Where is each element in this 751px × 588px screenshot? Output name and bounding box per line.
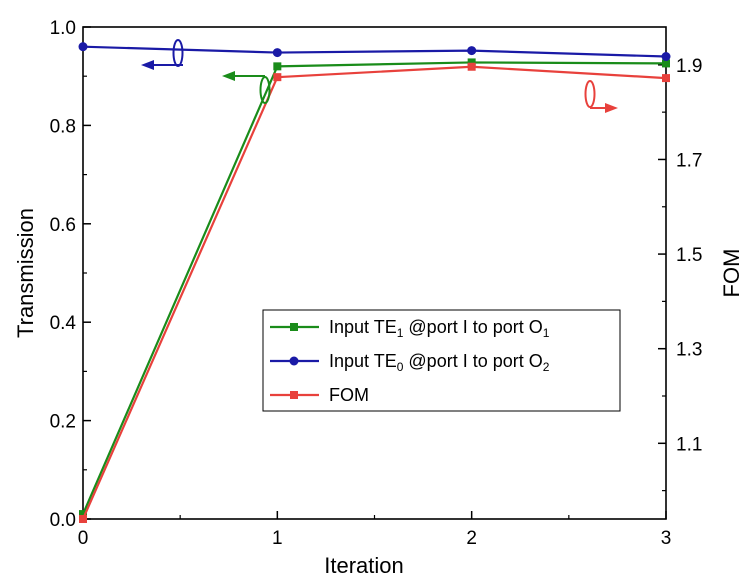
legend-marker (289, 356, 299, 366)
legend-box (262, 309, 621, 412)
y-axis-title: Transmission (13, 208, 38, 338)
data-point (662, 74, 670, 83)
y2-tick-label: 1.9 (676, 56, 702, 77)
legend-item: FOM (270, 385, 369, 405)
legend-marker (290, 323, 298, 331)
legend-label: FOM (329, 385, 369, 405)
y2-tick-label: 1.7 (676, 150, 702, 171)
y-tick-label: 0.8 (50, 116, 76, 137)
y2-tick-label: 1.1 (676, 434, 702, 455)
series-line (81, 65, 667, 520)
data-point (467, 46, 477, 56)
data-point (79, 510, 87, 519)
legend-label: Input TE0 @port I to port O2 (329, 351, 550, 374)
axis-ticks: 0 1 2 3 0.0 0.2 0.4 0.6 0.8 1.0 1.1 1.3 1.5 1.7 1.9 (50, 18, 703, 549)
legend-item: Input TE0 @port I to port O2 (270, 351, 550, 374)
legend: Input TE1 @port I to port O1 Input TE0 @p… (262, 309, 621, 412)
te1-axis-arrow (222, 71, 271, 104)
series-line (81, 61, 667, 515)
x-tick-label: 0 (78, 528, 89, 549)
y-tick-label: 1.0 (50, 18, 76, 39)
y2-axis-title: FOM (719, 249, 744, 298)
data-point (272, 48, 282, 58)
series-0 (79, 58, 670, 519)
data-point (467, 62, 476, 71)
data-point (79, 515, 87, 523)
series-layer (78, 42, 671, 523)
y2-tick-label: 1.3 (676, 340, 702, 361)
series-1 (78, 42, 671, 62)
series-2 (79, 62, 670, 523)
data-point (273, 73, 282, 82)
legend-item: Input TE1 @port I to port O1 (270, 317, 550, 340)
watermark: 知乎 @摩尔芯创 (544, 543, 690, 567)
data-point (662, 59, 670, 68)
data-point (467, 58, 476, 67)
x-axis-title: Iteration (324, 553, 404, 578)
data-point (78, 42, 88, 52)
te0-axis-arrow (141, 39, 184, 70)
y-tick-label: 0.2 (50, 412, 76, 433)
plot-frame (82, 26, 667, 520)
y-tick-label: 0.6 (50, 215, 76, 236)
x-tick-label: 2 (466, 528, 477, 549)
y-tick-label: 0.0 (50, 510, 76, 531)
legend-marker (290, 391, 298, 399)
y-tick-label: 0.4 (50, 313, 77, 334)
x-tick-label: 3 (661, 528, 672, 549)
fom-axis-arrow (584, 80, 618, 113)
data-point (273, 62, 282, 71)
x-tick-label: 1 (272, 528, 283, 549)
legend-label: Input TE1 @port I to port O1 (329, 317, 550, 340)
y2-tick-label: 1.5 (676, 245, 702, 266)
series-line (82, 45, 667, 58)
data-point (661, 52, 671, 62)
